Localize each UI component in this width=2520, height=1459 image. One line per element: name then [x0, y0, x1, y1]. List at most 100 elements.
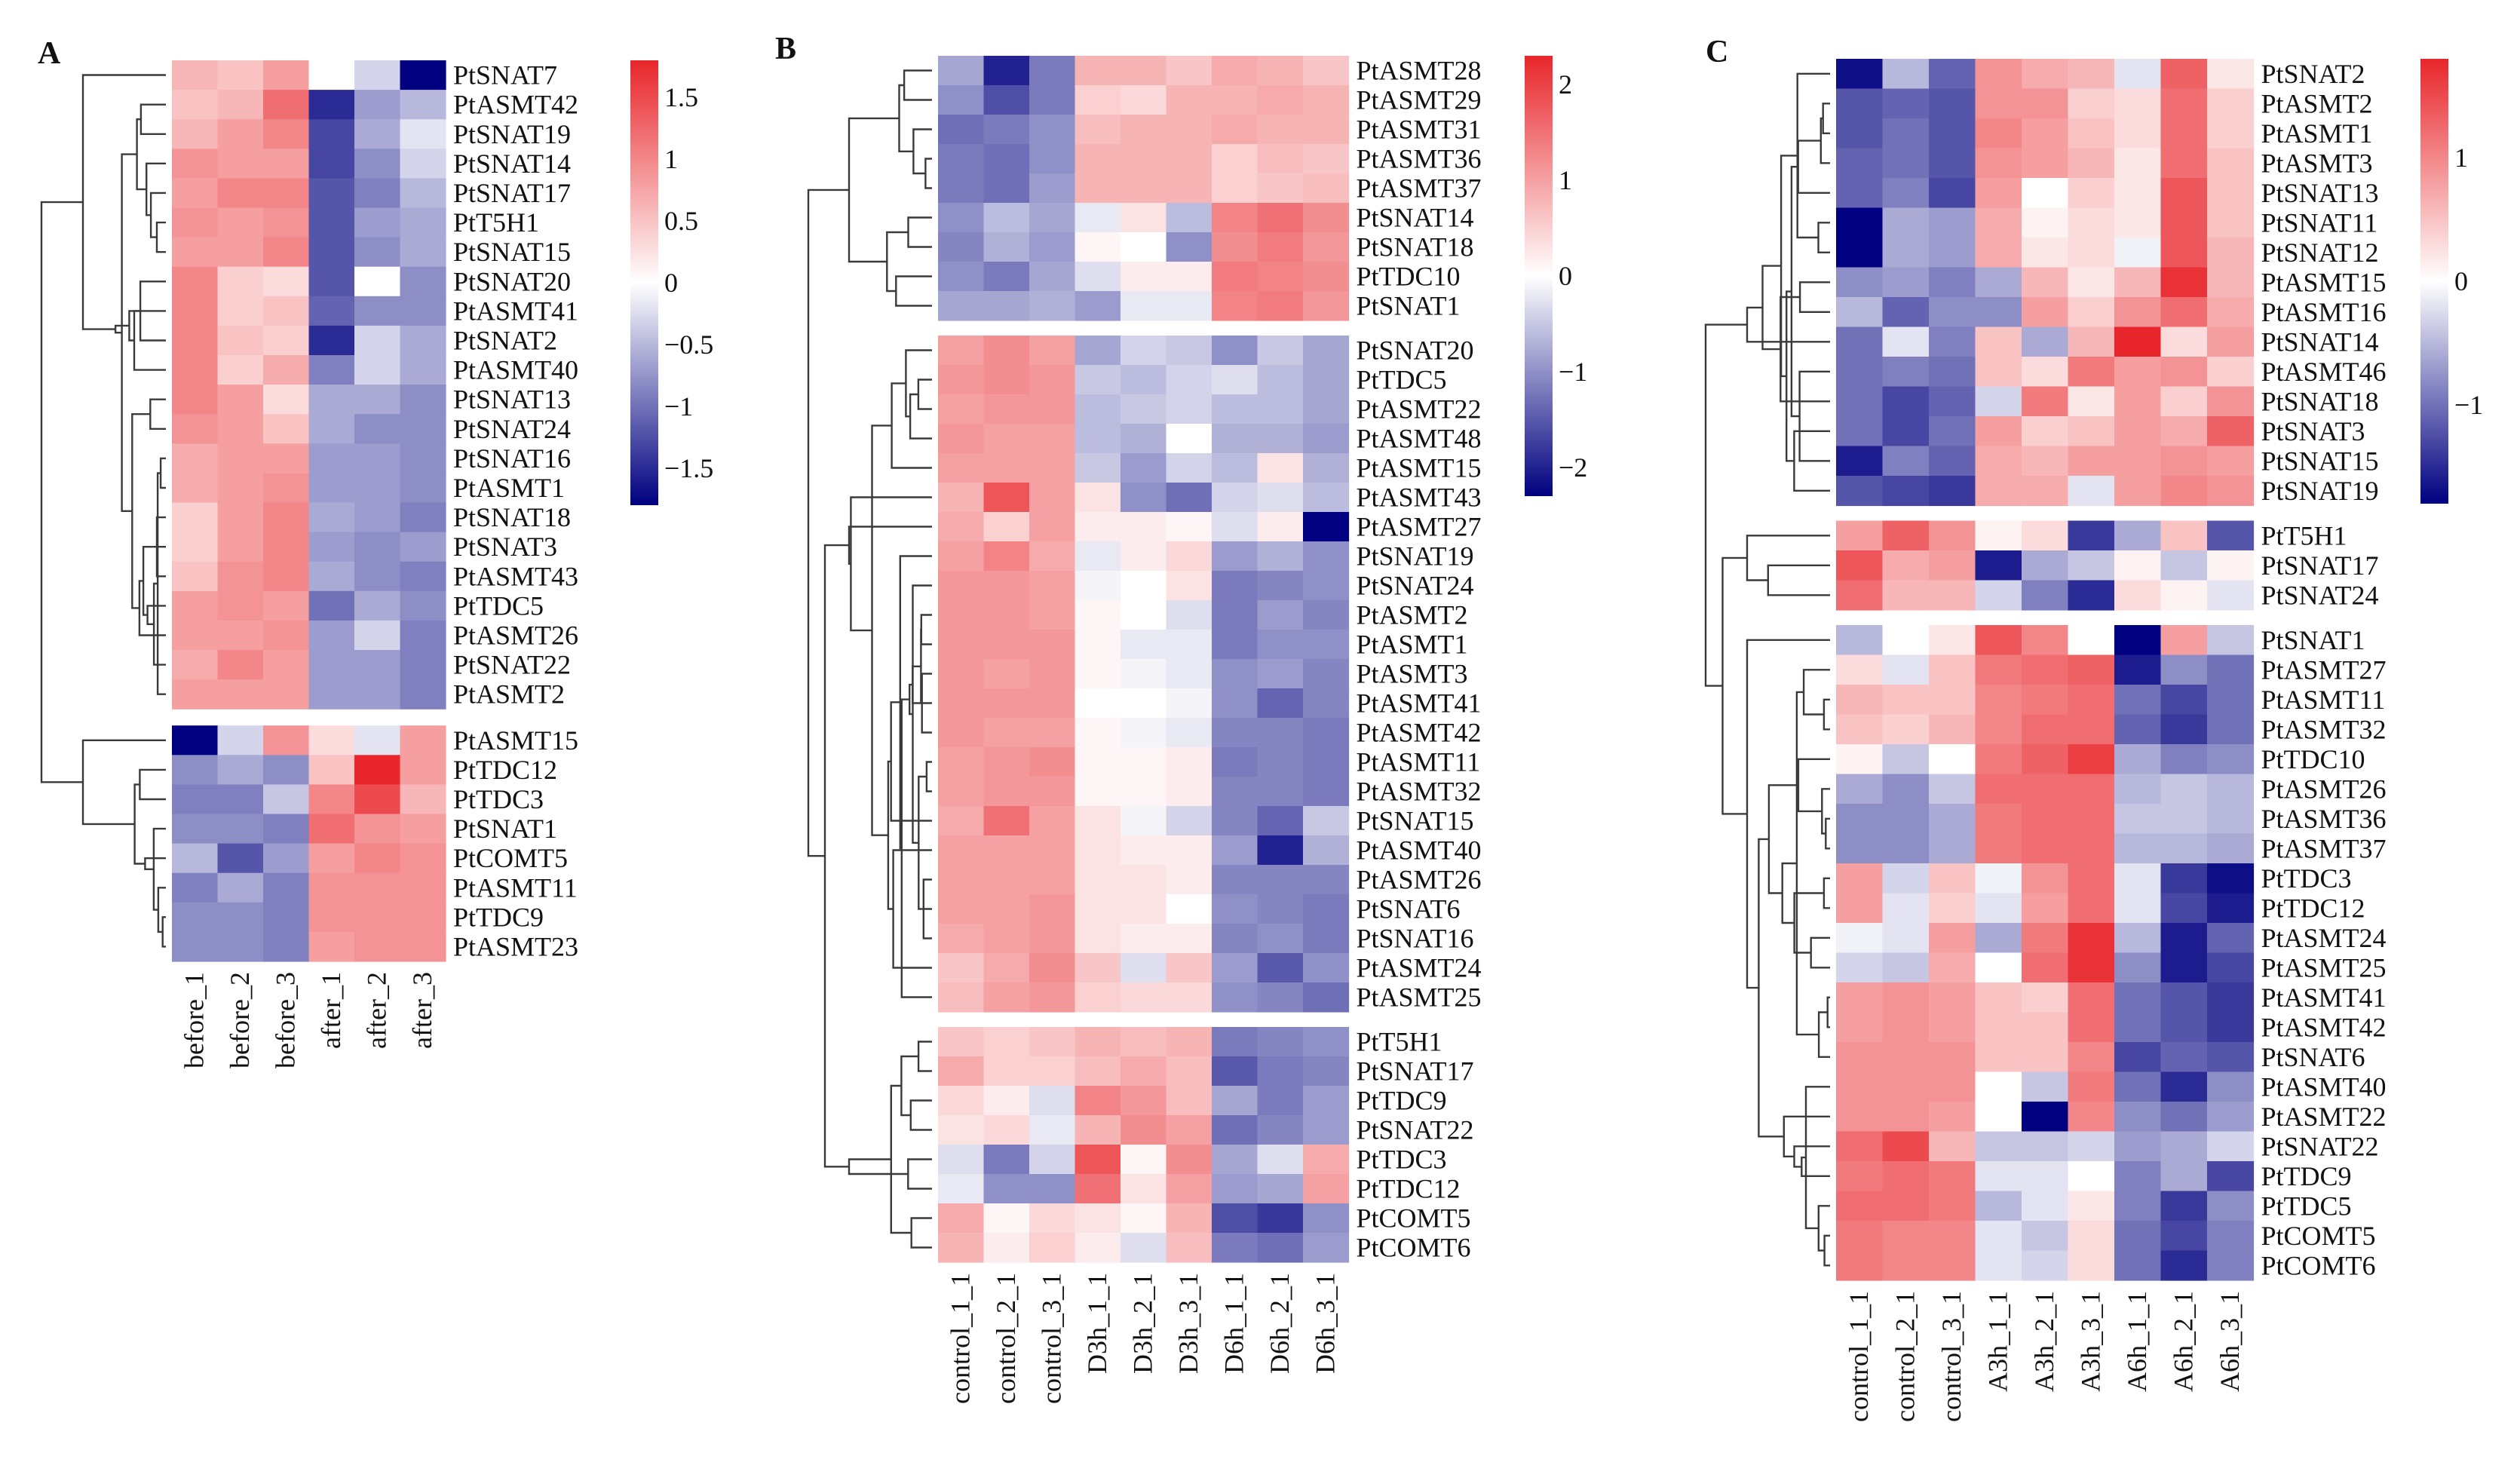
heatmap-cell	[308, 590, 355, 621]
heatmap-cell	[1303, 1086, 1350, 1116]
heatmap-cell	[2114, 59, 2162, 90]
heatmap-cell	[2068, 685, 2115, 716]
heatmap-cell	[2068, 1161, 2115, 1192]
heatmap-cell	[1836, 1221, 1884, 1252]
heatmap-cell	[2160, 1012, 2208, 1043]
heatmap-cell	[2114, 923, 2162, 954]
heatmap-cell	[1303, 144, 1350, 174]
heatmap-cell	[2207, 178, 2255, 209]
heatmap-cell	[1882, 1131, 1930, 1162]
heatmap-cell	[354, 414, 401, 444]
heatmap-cell	[1257, 541, 1304, 572]
heatmap-cell	[1166, 659, 1212, 689]
dendrogram-branch	[1822, 103, 1830, 134]
heatmap-cell	[1029, 630, 1076, 660]
heatmap-cell	[1303, 718, 1350, 748]
row-label: PtASMT24	[1357, 953, 1482, 983]
row-label: PtASMT11	[1357, 747, 1481, 777]
heatmap-cell	[983, 232, 1030, 262]
colorbar-tick-label: 1.5	[664, 82, 698, 112]
heatmap-cell	[938, 630, 985, 660]
heatmap-cell	[1882, 118, 1930, 149]
heatmap-cell	[1975, 88, 2022, 119]
heatmap-cell	[2207, 744, 2255, 775]
heatmap-cell	[1029, 56, 1076, 86]
heatmap-cell	[2022, 952, 2069, 983]
heatmap-cell	[1882, 1102, 1930, 1133]
heatmap-cell	[1029, 541, 1076, 572]
heatmap-cell	[172, 355, 219, 385]
heatmap-cell	[2160, 550, 2208, 581]
heatmap-cell	[217, 149, 264, 179]
heatmap-cell	[308, 502, 355, 533]
heatmap-cell	[263, 931, 310, 962]
heatmap-cell	[2160, 1102, 2208, 1133]
heatmap-cell	[308, 902, 355, 933]
column-label: A3h_2_1	[2029, 1291, 2059, 1392]
heatmap-cell	[1882, 267, 1930, 298]
heatmap-cell	[172, 119, 219, 149]
heatmap-cell	[1029, 336, 1076, 366]
heatmap-cell	[1836, 982, 1884, 1013]
heatmap-cell	[2068, 1131, 2115, 1162]
heatmap-cell	[2114, 238, 2162, 268]
heatmap-cell	[983, 924, 1030, 954]
heatmap-cell	[938, 232, 985, 262]
heatmap-cell	[1212, 600, 1258, 630]
heatmap-cell	[400, 843, 446, 874]
heatmap-cell	[938, 688, 985, 719]
heatmap-cell	[1029, 483, 1076, 513]
heatmap-cell	[2068, 1221, 2115, 1252]
dendrogram-branch	[1783, 1115, 1830, 1157]
heatmap-cell	[1166, 1056, 1212, 1087]
heatmap-cell	[1257, 365, 1304, 395]
heatmap-cell	[1257, 1174, 1304, 1204]
heatmap-cell	[938, 144, 985, 174]
heatmap-cell	[2114, 833, 2162, 864]
row-label: PtASMT40	[2261, 1071, 2387, 1102]
heatmap-cell	[2114, 520, 2162, 551]
row-label: PtASMT11	[2261, 685, 2386, 715]
heatmap-cell	[2207, 326, 2255, 357]
row-label: PtTDC3	[453, 784, 544, 814]
heatmap-cell	[2160, 654, 2208, 685]
row-label: PtASMT40	[453, 355, 578, 385]
heatmap-cell	[1029, 365, 1076, 395]
heatmap-cell	[983, 659, 1030, 689]
heatmap-cell	[400, 620, 446, 651]
dendrogram-branch	[1795, 691, 1819, 1036]
heatmap-cell	[1166, 512, 1212, 542]
heatmap-cell	[1929, 774, 1976, 805]
heatmap-cell	[1212, 365, 1258, 395]
dendrogram-branch	[81, 74, 166, 330]
heatmap-cell	[172, 325, 219, 356]
heatmap-cell	[2207, 88, 2255, 119]
heatmap-cell	[1212, 394, 1258, 425]
heatmap-cell	[1029, 291, 1076, 321]
heatmap-cell	[308, 561, 355, 592]
heatmap-cell	[1121, 483, 1167, 513]
heatmap-cell	[1975, 654, 2022, 685]
dendrogram-branch	[1802, 669, 1830, 716]
heatmap-cell	[400, 296, 446, 326]
heatmap-cell	[1836, 238, 1884, 268]
heatmap-cell	[1212, 1145, 1258, 1175]
heatmap-cell	[1029, 144, 1076, 174]
heatmap-cell	[1975, 1012, 2022, 1043]
heatmap-cell	[400, 650, 446, 680]
heatmap-cell	[400, 385, 446, 415]
heatmap-cell	[217, 296, 264, 326]
heatmap-cell	[354, 590, 401, 621]
heatmap-cell	[1975, 625, 2022, 656]
heatmap-cell	[1836, 833, 1884, 864]
heatmap-cell	[1166, 85, 1212, 115]
dendrogram-branch	[848, 1158, 909, 1175]
heatmap-cell	[217, 178, 264, 209]
panel-B: BPtASMT28PtASMT29PtASMT31PtASMT36PtASMT3…	[775, 32, 1587, 1404]
heatmap-cell	[1929, 446, 1976, 477]
heatmap-cell	[1121, 688, 1167, 719]
heatmap-cell	[1303, 483, 1350, 513]
heatmap-cell	[1975, 1221, 2022, 1252]
heatmap-cell	[1212, 865, 1258, 895]
heatmap-cell	[217, 784, 264, 815]
